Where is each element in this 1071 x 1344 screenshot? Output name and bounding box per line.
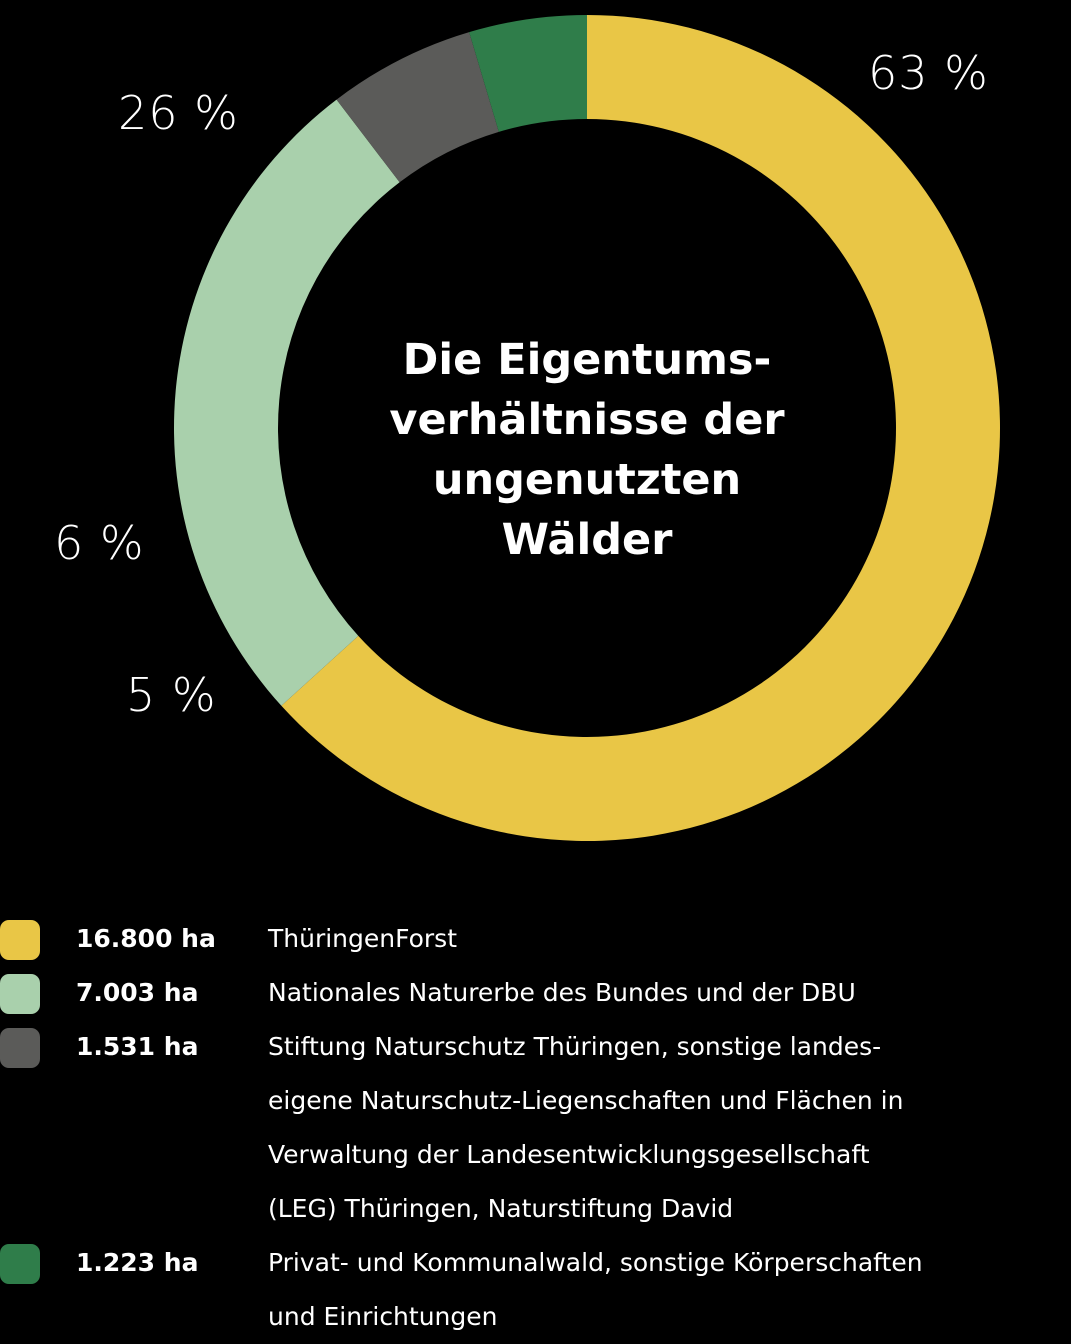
legend: 16.800 ha ThüringenForst 7.003 ha Nation…	[0, 912, 1071, 1344]
legend-description: Stiftung Naturschutz Thüringen, sonstige…	[268, 1032, 904, 1223]
legend-description: Privat- und Kommunalwald, sonstige Körpe…	[268, 1248, 923, 1331]
chart-title: Die Eigentums- verhältnisse der ungenutz…	[330, 330, 844, 570]
legend-item-nne: 7.003 ha Nationales Naturerbe des Bundes…	[0, 966, 1071, 1020]
legend-amount: 16.800 ha	[76, 924, 216, 953]
donut-chart	[174, 15, 1000, 841]
percent-label-stiftung: 6 %	[54, 516, 145, 570]
percent-label-nne: 26 %	[118, 86, 239, 140]
donut-slice-stiftung	[336, 32, 499, 183]
chart-title-line: Wälder	[501, 515, 673, 565]
legend-description: Nationales Naturerbe des Bundes und der …	[268, 978, 856, 1007]
legend-swatch	[0, 920, 40, 960]
chart-title-line: ungenutzten	[432, 455, 742, 505]
legend-amount: 7.003 ha	[76, 978, 199, 1007]
legend-swatch	[0, 974, 40, 1014]
percent-label-privat: 5 %	[126, 668, 217, 722]
legend-swatch	[0, 1244, 40, 1284]
donut-slice-thueringenforst	[281, 15, 1000, 841]
legend-swatch	[0, 1028, 40, 1068]
legend-item-stiftung: 1.531 ha Stiftung Naturschutz Thüringen,…	[0, 1020, 1071, 1236]
legend-description: ThüringenForst	[268, 924, 458, 953]
donut-slice-privat	[469, 15, 587, 132]
donut-slice-nne	[174, 99, 400, 706]
legend-item-privat: 1.223 ha Privat- und Kommunalwald, sonst…	[0, 1236, 1071, 1344]
percent-label-thueringenforst: 63 %	[868, 46, 989, 100]
legend-amount: 1.223 ha	[76, 1248, 199, 1277]
chart-title-line: Die Eigentums-	[402, 335, 772, 385]
legend-amount: 1.531 ha	[76, 1032, 199, 1061]
legend-item-thueringenforst: 16.800 ha ThüringenForst	[0, 912, 1071, 966]
chart-title-line: verhältnisse der	[389, 395, 785, 445]
